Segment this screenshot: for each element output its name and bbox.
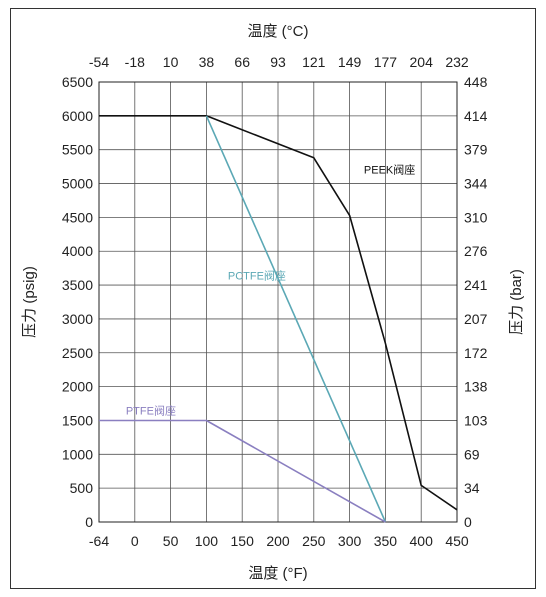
x2-tick-label: 149 bbox=[338, 54, 362, 70]
y-axis-title: 压力 (psig) bbox=[21, 266, 38, 338]
series-label: PTFE阀座 bbox=[126, 403, 176, 417]
x2-tick-label: 66 bbox=[234, 54, 250, 70]
y-tick-label: 5000 bbox=[62, 176, 93, 192]
x-axis-title: 温度 (°F) bbox=[248, 565, 307, 582]
y2-tick-label: 379 bbox=[464, 142, 488, 158]
series-lines bbox=[99, 115, 458, 523]
x-tick-label: 250 bbox=[302, 533, 326, 549]
x2-tick-label: 177 bbox=[374, 54, 398, 70]
y2-tick-label: 448 bbox=[464, 74, 488, 90]
y2-tick-label: 138 bbox=[464, 379, 488, 395]
y2-tick-label: 344 bbox=[464, 176, 488, 192]
y2-axis-title: 压力 (bar) bbox=[508, 269, 525, 335]
y-tick-label: 2000 bbox=[62, 379, 93, 395]
x2-tick-label: 204 bbox=[410, 54, 434, 70]
x2-tick-label: -18 bbox=[125, 54, 145, 70]
x2-axis-title: 温度 (°C) bbox=[248, 23, 309, 40]
x-tick-label: 350 bbox=[374, 533, 398, 549]
y-tick-label: 0 bbox=[85, 514, 93, 530]
x-tick-label: 50 bbox=[163, 533, 179, 549]
x-tick-label: 450 bbox=[445, 533, 469, 549]
x2-tick-label: 10 bbox=[163, 54, 179, 70]
x-tick-label: 200 bbox=[266, 533, 290, 549]
y2-tick-label: 69 bbox=[464, 446, 480, 462]
x2-tick-label: 38 bbox=[199, 54, 215, 70]
series-line-2 bbox=[99, 419, 386, 523]
x-tick-label: -64 bbox=[89, 533, 109, 549]
plot-area bbox=[98, 81, 458, 523]
x2-tick-label: -54 bbox=[89, 54, 109, 70]
y2-tick-label: 172 bbox=[464, 345, 488, 361]
series-label: PCTFE阀座 bbox=[228, 269, 286, 283]
y2-tick-label: 103 bbox=[464, 412, 488, 428]
y-tick-label: 2500 bbox=[62, 345, 93, 361]
y-tick-label: 3500 bbox=[62, 277, 93, 293]
x-tick-label: 100 bbox=[195, 533, 219, 549]
y-tick-label: 3000 bbox=[62, 311, 93, 327]
series-labels: PEEK阀座 PCTFE阀座 PTFE阀座 bbox=[126, 162, 415, 417]
y2-tick-label: 34 bbox=[464, 480, 480, 496]
chart-frame bbox=[10, 8, 536, 589]
y2-tick-label: 0 bbox=[464, 514, 472, 530]
y2-tick-label: 207 bbox=[464, 311, 488, 327]
grid-lines bbox=[98, 81, 458, 523]
y2-tick-label: 414 bbox=[464, 108, 488, 124]
x-tick-label: 0 bbox=[131, 533, 139, 549]
x2-tick-label: 232 bbox=[445, 54, 469, 70]
x2-tick-label: 121 bbox=[302, 54, 326, 70]
y-tick-label: 5500 bbox=[62, 142, 93, 158]
x-tick-label: 300 bbox=[338, 533, 362, 549]
y2-tick-label: 276 bbox=[464, 243, 488, 259]
y-tick-label: 1000 bbox=[62, 446, 93, 462]
y-tick-label: 6000 bbox=[62, 108, 93, 124]
x-tick-label: 150 bbox=[231, 533, 255, 549]
x2-tick-label: 93 bbox=[270, 54, 286, 70]
y-tick-label: 500 bbox=[70, 480, 94, 496]
y-tick-label: 1500 bbox=[62, 412, 93, 428]
tick-labels: -64 -54 0 -18 50 10 100 38 150 66 200 93 250 121 300 14… bbox=[62, 54, 488, 549]
y-tick-label: 4500 bbox=[62, 209, 93, 225]
y-tick-label: 6500 bbox=[62, 74, 93, 90]
series-label: PEEK阀座 bbox=[364, 162, 415, 176]
y2-tick-label: 310 bbox=[464, 209, 488, 225]
x-tick-label: 400 bbox=[410, 533, 434, 549]
y-tick-label: 4000 bbox=[62, 243, 93, 259]
series-line-1 bbox=[205, 115, 387, 523]
y2-tick-label: 241 bbox=[464, 277, 488, 293]
